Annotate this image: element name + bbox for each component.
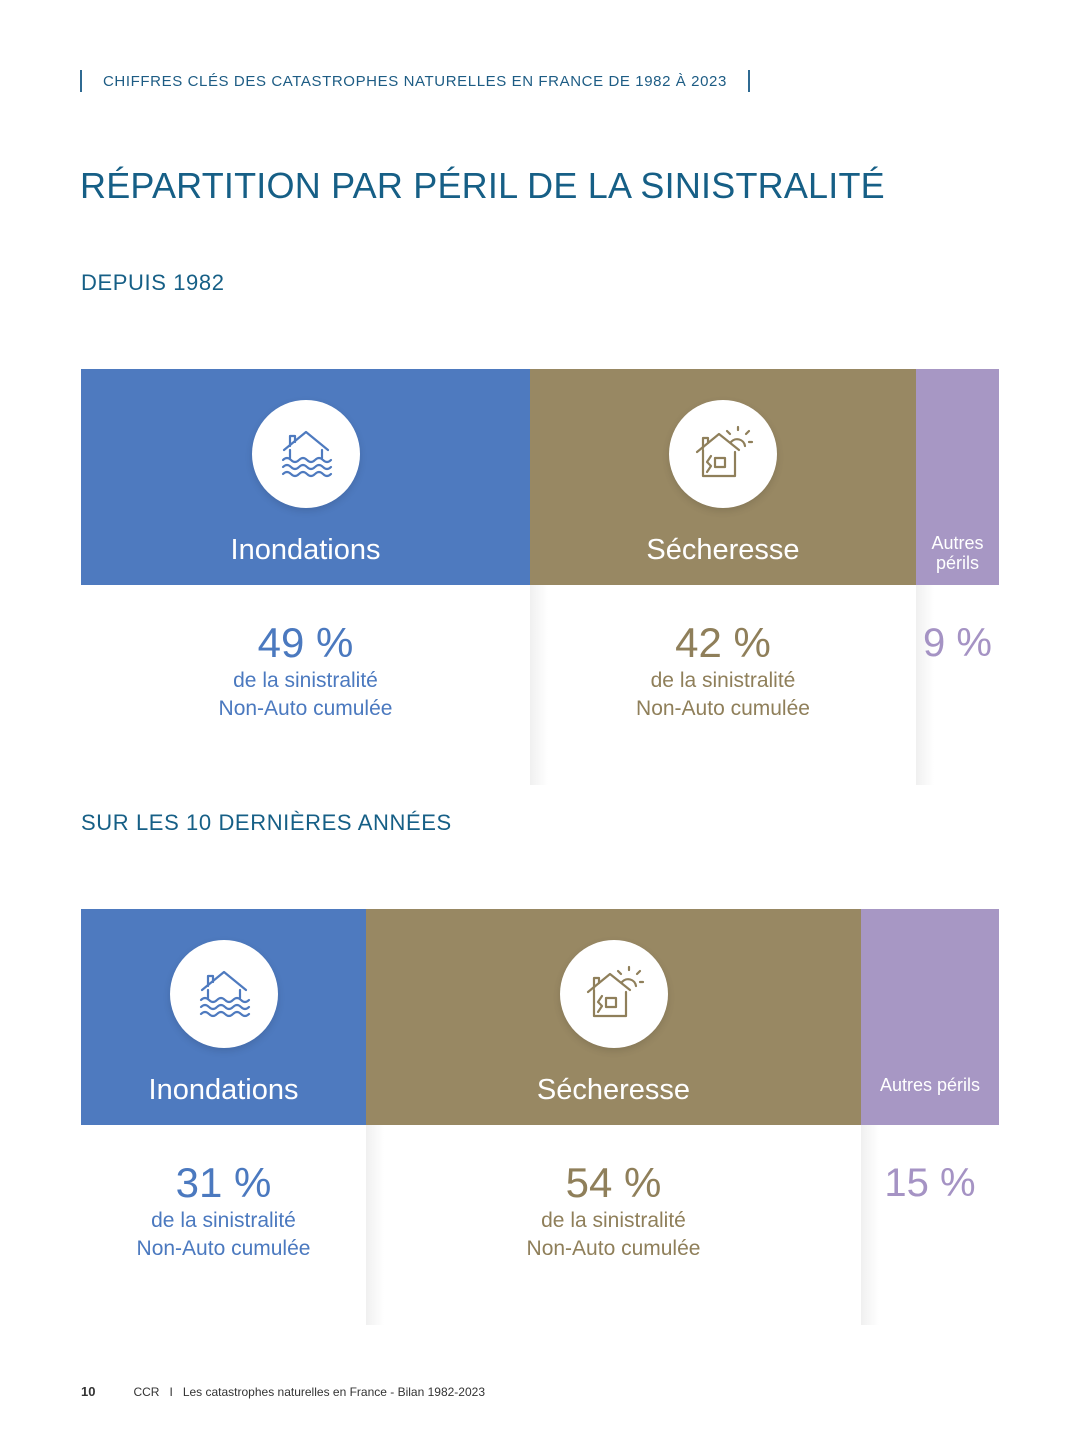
value-secheresse: 42 % de la sinistralité Non-Auto cumulée — [530, 585, 916, 785]
percent-value: 42 % — [675, 619, 771, 666]
page-footer: 10 CCR I Les catastrophes naturelles en … — [81, 1384, 485, 1399]
footer-publication: Les catastrophes naturelles en France - … — [182, 1384, 485, 1399]
page-title: RÉPARTITION PAR PÉRIL DE LA SINISTRALITÉ — [80, 165, 885, 206]
value-description-line2: Non-Auto cumulée — [526, 1237, 701, 1260]
percent-value: 49 % — [257, 619, 354, 666]
segment-label: Sécheresse — [646, 534, 800, 566]
footer-separator: I — [169, 1384, 173, 1399]
flooded-house-icon — [169, 940, 278, 1048]
segment-label: Inondations — [148, 1074, 299, 1106]
segment-inondations: Inondations — [81, 369, 530, 585]
segment-label: Sécheresse — [536, 1074, 691, 1106]
value-description-line2: Non-Auto cumulée — [136, 1237, 311, 1260]
flooded-house-icon — [251, 400, 360, 508]
value-inondations: 49 % de la sinistralité Non-Auto cumulée — [81, 585, 530, 785]
section-title-last-10-years: SUR LES 10 DERNIÈRES ANNÉES — [81, 810, 452, 835]
section-title-since-1982: DEPUIS 1982 — [81, 270, 225, 295]
header-left-rule — [80, 70, 82, 92]
segment-label: Inondations — [230, 534, 381, 566]
percent-value: 9 % — [923, 621, 992, 665]
header-right-rule — [747, 70, 750, 92]
segment-secheresse: Sécheresse — [366, 909, 861, 1125]
share-bar-since-1982: Inondations Sécheresse Autres périls — [81, 369, 999, 585]
segment-secheresse: Sécheresse — [530, 369, 916, 585]
value-description-line1: de la sinistralité — [233, 669, 378, 692]
value-secheresse: 54 % de la sinistralité Non-Auto cumulée — [366, 1125, 861, 1325]
percent-value: 31 % — [175, 1159, 272, 1206]
value-inondations: 31 % de la sinistralité Non-Auto cumulée — [81, 1125, 366, 1325]
cracked-house-sun-icon — [669, 400, 777, 508]
running-header-text: CHIFFRES CLÉS DES CATASTROPHES NATURELLE… — [103, 72, 727, 90]
running-header: CHIFFRES CLÉS DES CATASTROPHES NATURELLE… — [80, 70, 750, 92]
percent-value: 15 % — [884, 1161, 976, 1205]
footer-org: CCR — [133, 1384, 160, 1399]
value-autres-perils: 9 % — [916, 585, 999, 785]
value-description-line2: Non-Auto cumulée — [636, 697, 810, 720]
value-description-line1: de la sinistralité — [541, 1209, 686, 1232]
segment-autres-perils: Autres périls — [916, 369, 999, 585]
values-last-10-years: 31 % de la sinistralité Non-Auto cumulée… — [81, 1125, 999, 1325]
value-autres-perils: 15 % — [861, 1125, 999, 1325]
cracked-house-sun-icon — [559, 940, 668, 1048]
percent-value: 54 % — [565, 1159, 662, 1206]
value-description-line2: Non-Auto cumulée — [218, 697, 393, 720]
segment-autres-perils: Autres périls — [861, 909, 999, 1125]
share-bar-last-10-years: Inondations Sécheresse Autres périls — [81, 909, 999, 1125]
value-description-line1: de la sinistralité — [650, 669, 796, 692]
values-since-1982: 49 % de la sinistralité Non-Auto cumulée… — [81, 585, 999, 785]
value-description-line1: de la sinistralité — [151, 1209, 296, 1232]
page-number: 10 — [81, 1384, 96, 1399]
segment-label: Autres périls — [879, 1075, 981, 1095]
segment-label: Autres périls — [931, 533, 984, 573]
segment-inondations: Inondations — [81, 909, 366, 1125]
